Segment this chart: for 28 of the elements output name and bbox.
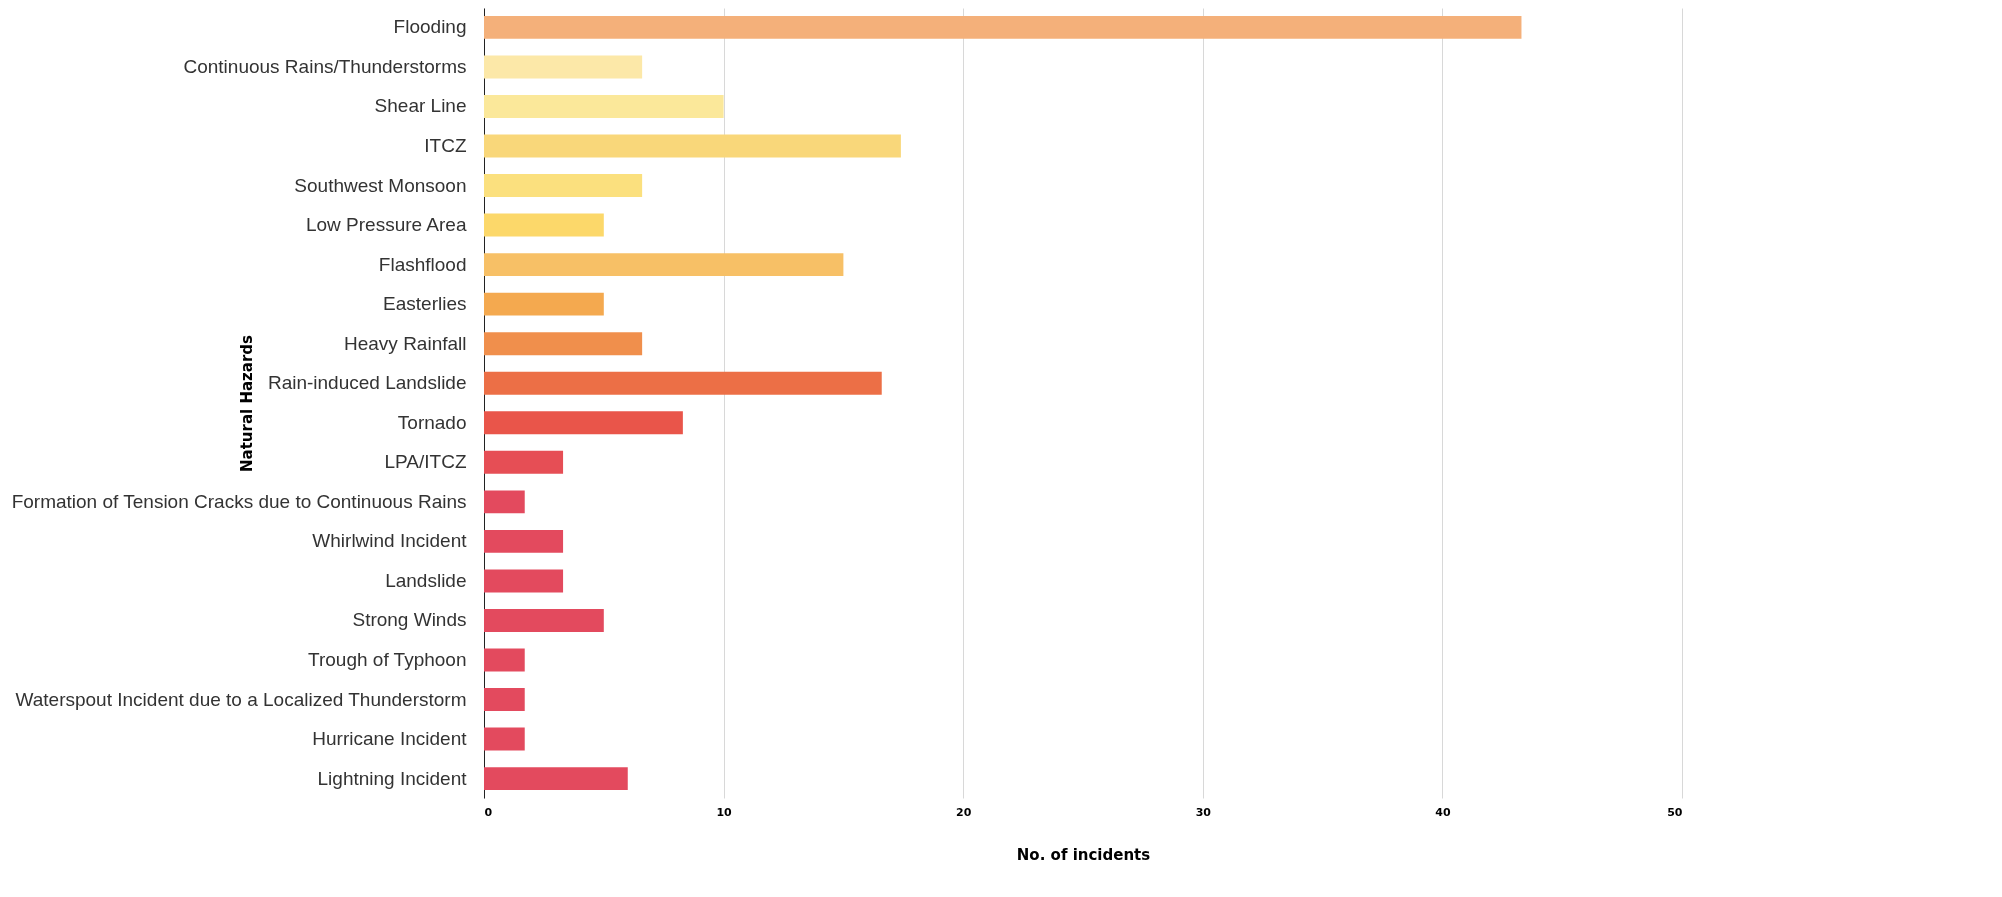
- x-tick-label: 40: [1435, 805, 1451, 819]
- y-tick-label: Easterlies: [383, 293, 467, 315]
- y-tick-label: Rain-induced Landslide: [267, 372, 467, 394]
- y-tick-label: Whirlwind Incident: [312, 530, 468, 552]
- y-tick-label: Flashflood: [378, 253, 467, 275]
- y-tick-label: Waterspout Incident due to a Localized Thunderstorm: [15, 688, 467, 710]
- x-tick-label: 0: [484, 805, 493, 819]
- y-tick-label: Shear Line: [374, 95, 467, 117]
- y-tick-label: Southwest Monsoon: [294, 174, 467, 196]
- y-tick-label: Low Pressure Area: [305, 214, 467, 236]
- y-tick-label: LPA/ITCZ: [384, 451, 467, 473]
- y-tick-label: Formation of Tension Cracks due to Continuous Rains: [11, 490, 467, 512]
- y-tick-label: Lightning Incident: [317, 767, 468, 789]
- y-tick-label: Continuous Rains/Thunderstorms: [183, 55, 467, 77]
- y-tick-label: Tornado: [397, 411, 467, 433]
- x-tick-label: 20: [956, 805, 972, 819]
- x-tick-label: 50: [1667, 805, 1683, 819]
- y-tick-label: Heavy Rainfall: [344, 332, 467, 354]
- x-axis-title: No. of incidents: [1016, 845, 1151, 864]
- x-tick-label: 30: [1195, 805, 1212, 819]
- y-tick-label: Strong Winds: [352, 609, 467, 631]
- y-tick-label: Landslide: [385, 569, 467, 591]
- y-tick-label: Hurricane Incident: [312, 728, 468, 750]
- y-axis-title: Natural Hazards: [237, 334, 256, 472]
- y-tick-label: Trough of Typhoon: [308, 649, 467, 671]
- y-tick-label: ITCZ: [424, 134, 467, 156]
- x-tick-label: 10: [716, 805, 733, 819]
- y-tick-label: Flooding: [393, 16, 467, 38]
